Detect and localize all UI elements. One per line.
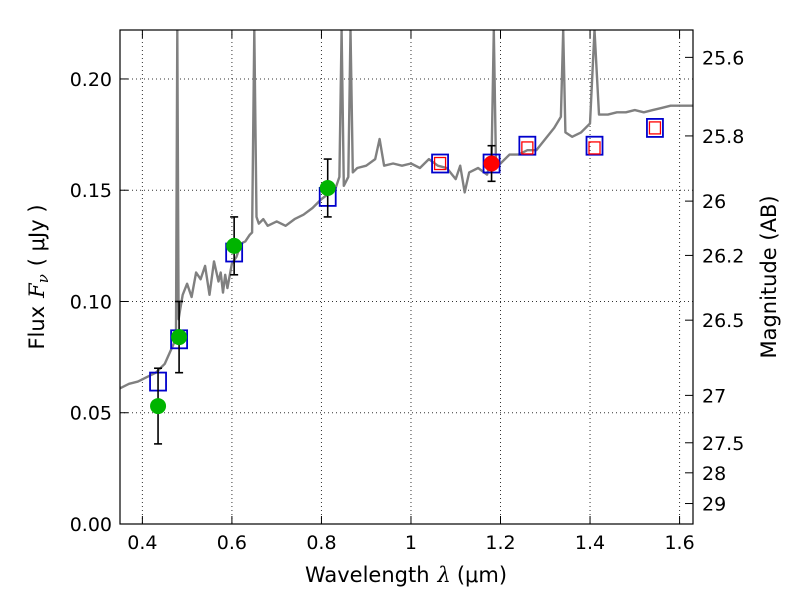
- model-photometry-marker: [646, 118, 664, 138]
- x-tick-label: 1: [405, 532, 417, 554]
- mag-tick-label: 25.6: [702, 47, 744, 69]
- model-photometry-marker: [431, 153, 449, 174]
- observed-flux-point: [226, 237, 243, 254]
- y-tick-label: 0.05: [70, 403, 112, 425]
- mag-tick-label: 27.5: [702, 433, 744, 455]
- y2-axis-label: Magnitude (AB): [757, 195, 781, 358]
- mag-tick-label: 25.8: [702, 126, 744, 148]
- mag-tick-label: 29: [702, 494, 726, 516]
- y-tick-label: 0.00: [70, 514, 112, 536]
- x-tick-label: 0.6: [217, 532, 247, 554]
- x-tick-label: 1.2: [485, 532, 515, 554]
- observed-flux-point: [319, 179, 336, 196]
- x-axis-label: Wavelength λ (μm): [305, 563, 507, 587]
- model-photometry-marker: [585, 135, 604, 156]
- nir-limit-marker: [648, 121, 662, 135]
- model-spectrum-line: [120, 30, 693, 390]
- x-tick-label: 0.4: [127, 532, 157, 554]
- x-tick-label: 1.4: [575, 532, 605, 554]
- y-tick-label: 0.15: [70, 180, 112, 202]
- y-axis-label: FluxFν( μJy ): [25, 204, 52, 349]
- model-photometry-marker: [518, 135, 537, 156]
- observed-flux-point: [171, 329, 188, 346]
- mag-tick-label: 26.2: [702, 245, 744, 267]
- x-tick-label: 1.6: [664, 532, 694, 554]
- mag-tick-label: 28: [702, 463, 726, 485]
- nir-limit-marker: [433, 156, 447, 171]
- mag-tick-label: 26: [702, 191, 726, 213]
- observed-flux-point: [150, 398, 167, 415]
- data-layer: [120, 30, 693, 445]
- nir-limit-marker: [588, 141, 601, 155]
- x-tick-label: 0.8: [306, 532, 336, 554]
- y-tick-label: 0.10: [70, 291, 112, 313]
- plot-frame: [119, 29, 694, 525]
- y-tick-label: 0.20: [70, 69, 112, 91]
- mag-tick-label: 27: [702, 385, 726, 407]
- axis-ticks: 0.4 0.6 0.8 1 1.2 1.4 1.6 0.00 0.05 0.10 0.15 0.20 2…: [70, 30, 744, 554]
- nir-limit-marker: [521, 141, 534, 155]
- observed-flux-point: [483, 155, 500, 172]
- mag-tick-label: 26.5: [702, 310, 744, 332]
